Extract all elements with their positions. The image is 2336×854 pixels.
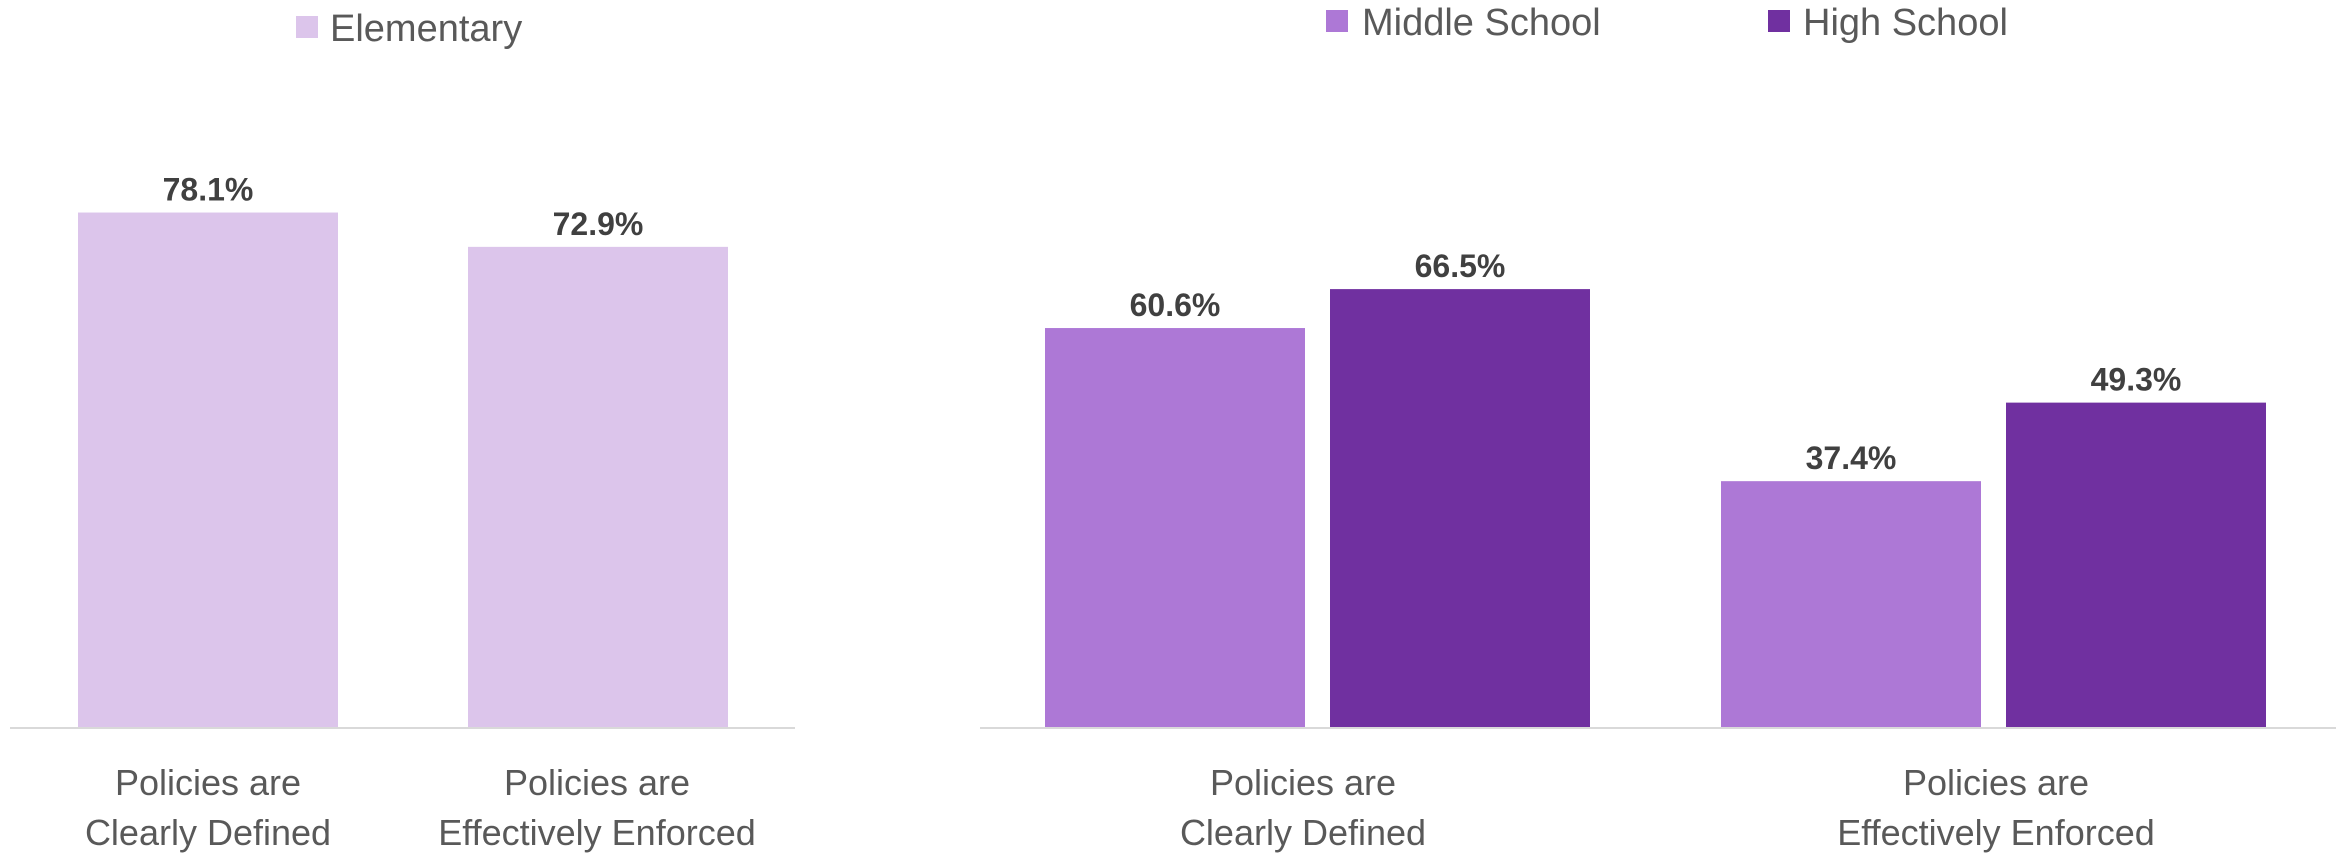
chart2-bar-1-2 [1330, 289, 1590, 728]
chart2-legend-label-2: High School [1803, 2, 2008, 44]
chart2-data-label-2-1: 37.4% [1806, 440, 1897, 476]
chart2-bar-2-2 [2006, 402, 2266, 728]
chart2-category-label-1-line-1: Policies are [1210, 762, 1396, 803]
chart2-legend-swatch-2 [1768, 10, 1790, 32]
chart2-category-label-2-line-2: Effectively Enforced [1837, 812, 2155, 853]
chart2-category-label-2-line-1: Policies are [1903, 762, 2089, 803]
chart2-legend-swatch-1 [1326, 10, 1348, 32]
chart1-category-label-2-line-1: Policies are [504, 762, 690, 803]
chart2-legend-label-1: Middle School [1362, 2, 1601, 44]
chart1-category-label-2-line-2: Effectively Enforced [438, 812, 756, 853]
chart1-data-label-2-1: 72.9% [553, 206, 644, 242]
chart2-data-label-1-2: 66.5% [1415, 248, 1506, 284]
chart2-bar-2-1 [1721, 481, 1981, 728]
chart1-data-label-1-1: 78.1% [163, 172, 254, 208]
chart2-category-label-1-line-2: Clearly Defined [1180, 812, 1426, 853]
chart1-category-label-1-line-1: Policies are [115, 762, 301, 803]
chart1-category-label-1-line-2: Clearly Defined [85, 812, 331, 853]
chart2-bar-1-1 [1045, 328, 1305, 728]
chart1-legend-swatch-1 [296, 16, 318, 38]
chart1-bar-2-1 [468, 246, 728, 729]
chart1-bar-1-1 [78, 212, 338, 729]
chart2-data-label-2-2: 49.3% [2091, 362, 2182, 398]
chart2-data-label-1-1: 60.6% [1130, 287, 1221, 323]
chart1-legend-label-1: Elementary [330, 8, 522, 50]
